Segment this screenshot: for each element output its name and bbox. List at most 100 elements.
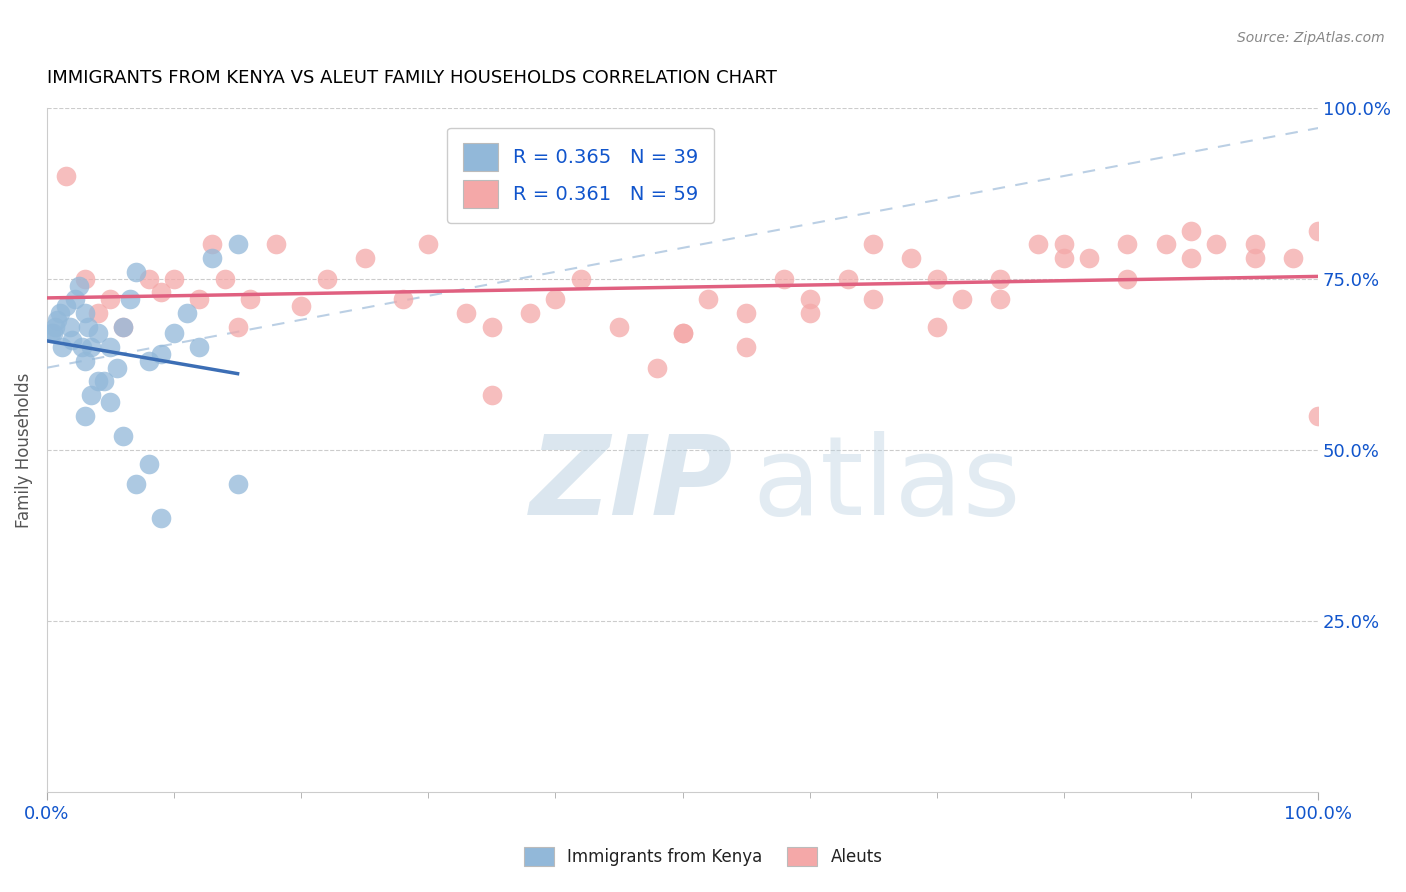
Point (607, 319, 630, 334)
Point (112, 319, 135, 334)
Point (138, 457, 160, 471)
Point (138, 271, 160, 285)
Text: ZIP: ZIP (530, 431, 734, 538)
Point (73, 271, 96, 285)
Point (226, 477, 249, 491)
Point (39, 326, 62, 341)
Point (1053, 237, 1076, 252)
Point (353, 251, 375, 265)
Point (188, 292, 211, 306)
Point (1053, 251, 1076, 265)
Point (150, 285, 173, 300)
Point (799, 306, 821, 320)
Point (569, 271, 592, 285)
Point (456, 306, 478, 320)
Point (112, 319, 135, 334)
Point (735, 340, 758, 354)
Point (59, 319, 82, 334)
Point (1308, 224, 1330, 238)
Point (1308, 409, 1330, 423)
Point (150, 511, 173, 525)
Text: IMMIGRANTS FROM KENYA VS ALEUT FAMILY HOUSEHOLDS CORRELATION CHART: IMMIGRANTS FROM KENYA VS ALEUT FAMILY HO… (46, 69, 776, 87)
Point (1281, 251, 1303, 265)
Point (1205, 237, 1227, 252)
Point (80, 388, 103, 402)
Point (105, 360, 128, 375)
Point (773, 271, 796, 285)
Point (900, 251, 922, 265)
Point (188, 340, 211, 354)
Point (1243, 237, 1265, 252)
Point (925, 319, 948, 334)
Point (100, 340, 122, 354)
Point (46, 313, 69, 327)
Point (55, 169, 77, 183)
Legend: Immigrants from Kenya, Aleuts: Immigrants from Kenya, Aleuts (517, 840, 889, 873)
Point (1116, 237, 1139, 252)
Point (55, 299, 77, 313)
Point (837, 271, 859, 285)
Point (862, 237, 884, 252)
Point (93, 375, 115, 389)
Y-axis label: Family Households: Family Households (15, 372, 32, 527)
Point (73, 409, 96, 423)
Point (42, 326, 65, 341)
Point (264, 237, 287, 252)
Point (392, 292, 415, 306)
Point (100, 395, 122, 409)
Point (1116, 271, 1139, 285)
Point (80, 340, 103, 354)
Point (176, 306, 198, 320)
Point (988, 271, 1011, 285)
Point (73, 354, 96, 368)
Point (671, 326, 693, 341)
Point (671, 326, 693, 341)
Point (315, 271, 337, 285)
Point (100, 292, 122, 306)
Point (1154, 237, 1177, 252)
Point (1180, 251, 1202, 265)
Point (226, 237, 249, 252)
Point (544, 292, 567, 306)
Point (125, 265, 148, 279)
Point (290, 299, 312, 313)
Legend: R = 0.365   N = 39, R = 0.361   N = 59: R = 0.365 N = 39, R = 0.361 N = 59 (447, 128, 714, 223)
Point (163, 271, 186, 285)
Point (950, 292, 973, 306)
Point (1243, 251, 1265, 265)
Point (87, 375, 110, 389)
Point (645, 360, 668, 375)
Point (735, 306, 758, 320)
Point (87, 326, 110, 341)
Point (519, 306, 541, 320)
Point (63, 292, 86, 306)
Point (67, 278, 90, 293)
Point (799, 292, 821, 306)
Point (201, 251, 224, 265)
Point (60, 334, 83, 348)
Point (48, 306, 70, 320)
Point (481, 388, 503, 402)
Point (1180, 224, 1202, 238)
Point (697, 292, 720, 306)
Point (201, 237, 224, 252)
Point (988, 292, 1011, 306)
Point (138, 354, 160, 368)
Point (862, 292, 884, 306)
Point (87, 306, 110, 320)
Point (1028, 237, 1050, 252)
Point (112, 429, 135, 443)
Point (214, 271, 236, 285)
Point (73, 306, 96, 320)
Point (72, 340, 94, 354)
Point (125, 477, 148, 491)
Point (418, 237, 440, 252)
Point (226, 319, 249, 334)
Point (481, 319, 503, 334)
Point (150, 347, 173, 361)
Point (925, 271, 948, 285)
Text: atlas: atlas (752, 431, 1021, 538)
Point (76, 319, 98, 334)
Text: Source: ZipAtlas.com: Source: ZipAtlas.com (1237, 31, 1385, 45)
Point (51, 340, 73, 354)
